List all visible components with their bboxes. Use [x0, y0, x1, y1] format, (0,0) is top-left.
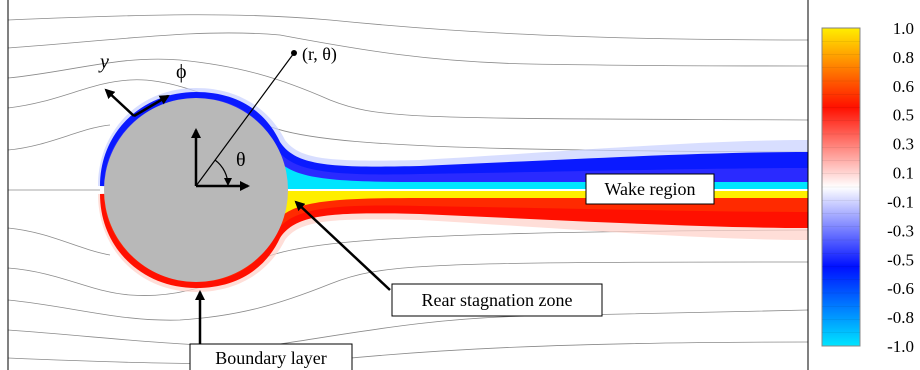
radius-line	[195, 52, 295, 187]
boundary-layer-callout: Boundary layer	[189, 343, 353, 370]
annotation-arrows	[195, 200, 391, 346]
cylinder	[104, 98, 288, 282]
colorbar-tick-label: 1.0	[893, 19, 914, 38]
colorbar-tick-label: 0.3	[893, 135, 914, 154]
colorbar-tick-label: 0.8	[893, 48, 914, 67]
colorbar-tick-label: -0.3	[887, 221, 914, 240]
wake-region-callout: Wake region	[585, 173, 715, 205]
streamlines	[8, 14, 808, 365]
colorbar: 1.0 0.8 0.6 0.5 0.3 0.1 -0.1 -0.3 -0.5 -0.6 -0.8 -1…	[821, 19, 914, 356]
rear-stagnation-label: Rear stagnation zone	[422, 290, 573, 310]
colorbar-tick-label: -1.0	[887, 337, 914, 356]
colorbar-lines	[822, 27, 860, 334]
colorbar-tick-label: -0.6	[887, 279, 914, 298]
point-label: (r, θ)	[302, 44, 337, 65]
colorbar-tick-label: 0.5	[893, 106, 914, 125]
theta-label: θ	[236, 149, 246, 171]
colorbar-tick-label: -0.1	[887, 192, 914, 211]
colorbar-ticks: 1.0 0.8 0.6 0.5 0.3 0.1 -0.1 -0.3 -0.5 -0.6 -0.8 -1…	[887, 19, 914, 356]
theta-arc-head	[224, 178, 232, 186]
cylinder-axes	[191, 128, 250, 191]
colorbar-tick-label: -0.8	[887, 308, 914, 327]
boundary-layer-label: Boundary layer	[215, 348, 326, 368]
colorbar-tick-label: -0.5	[887, 250, 914, 269]
colorbar-gradient-bar	[821, 27, 861, 347]
local-coordinates	[104, 88, 170, 118]
point-marker	[291, 50, 297, 56]
colorbar-tick-label: 0.6	[893, 77, 914, 96]
wake-region-label: Wake region	[604, 179, 695, 199]
phi-label: ϕ	[176, 61, 187, 83]
colorbar-tick-label: 0.1	[893, 164, 914, 183]
y-axis-label: y	[98, 51, 109, 73]
rear-stagnation-callout: Rear stagnation zone	[391, 283, 603, 317]
